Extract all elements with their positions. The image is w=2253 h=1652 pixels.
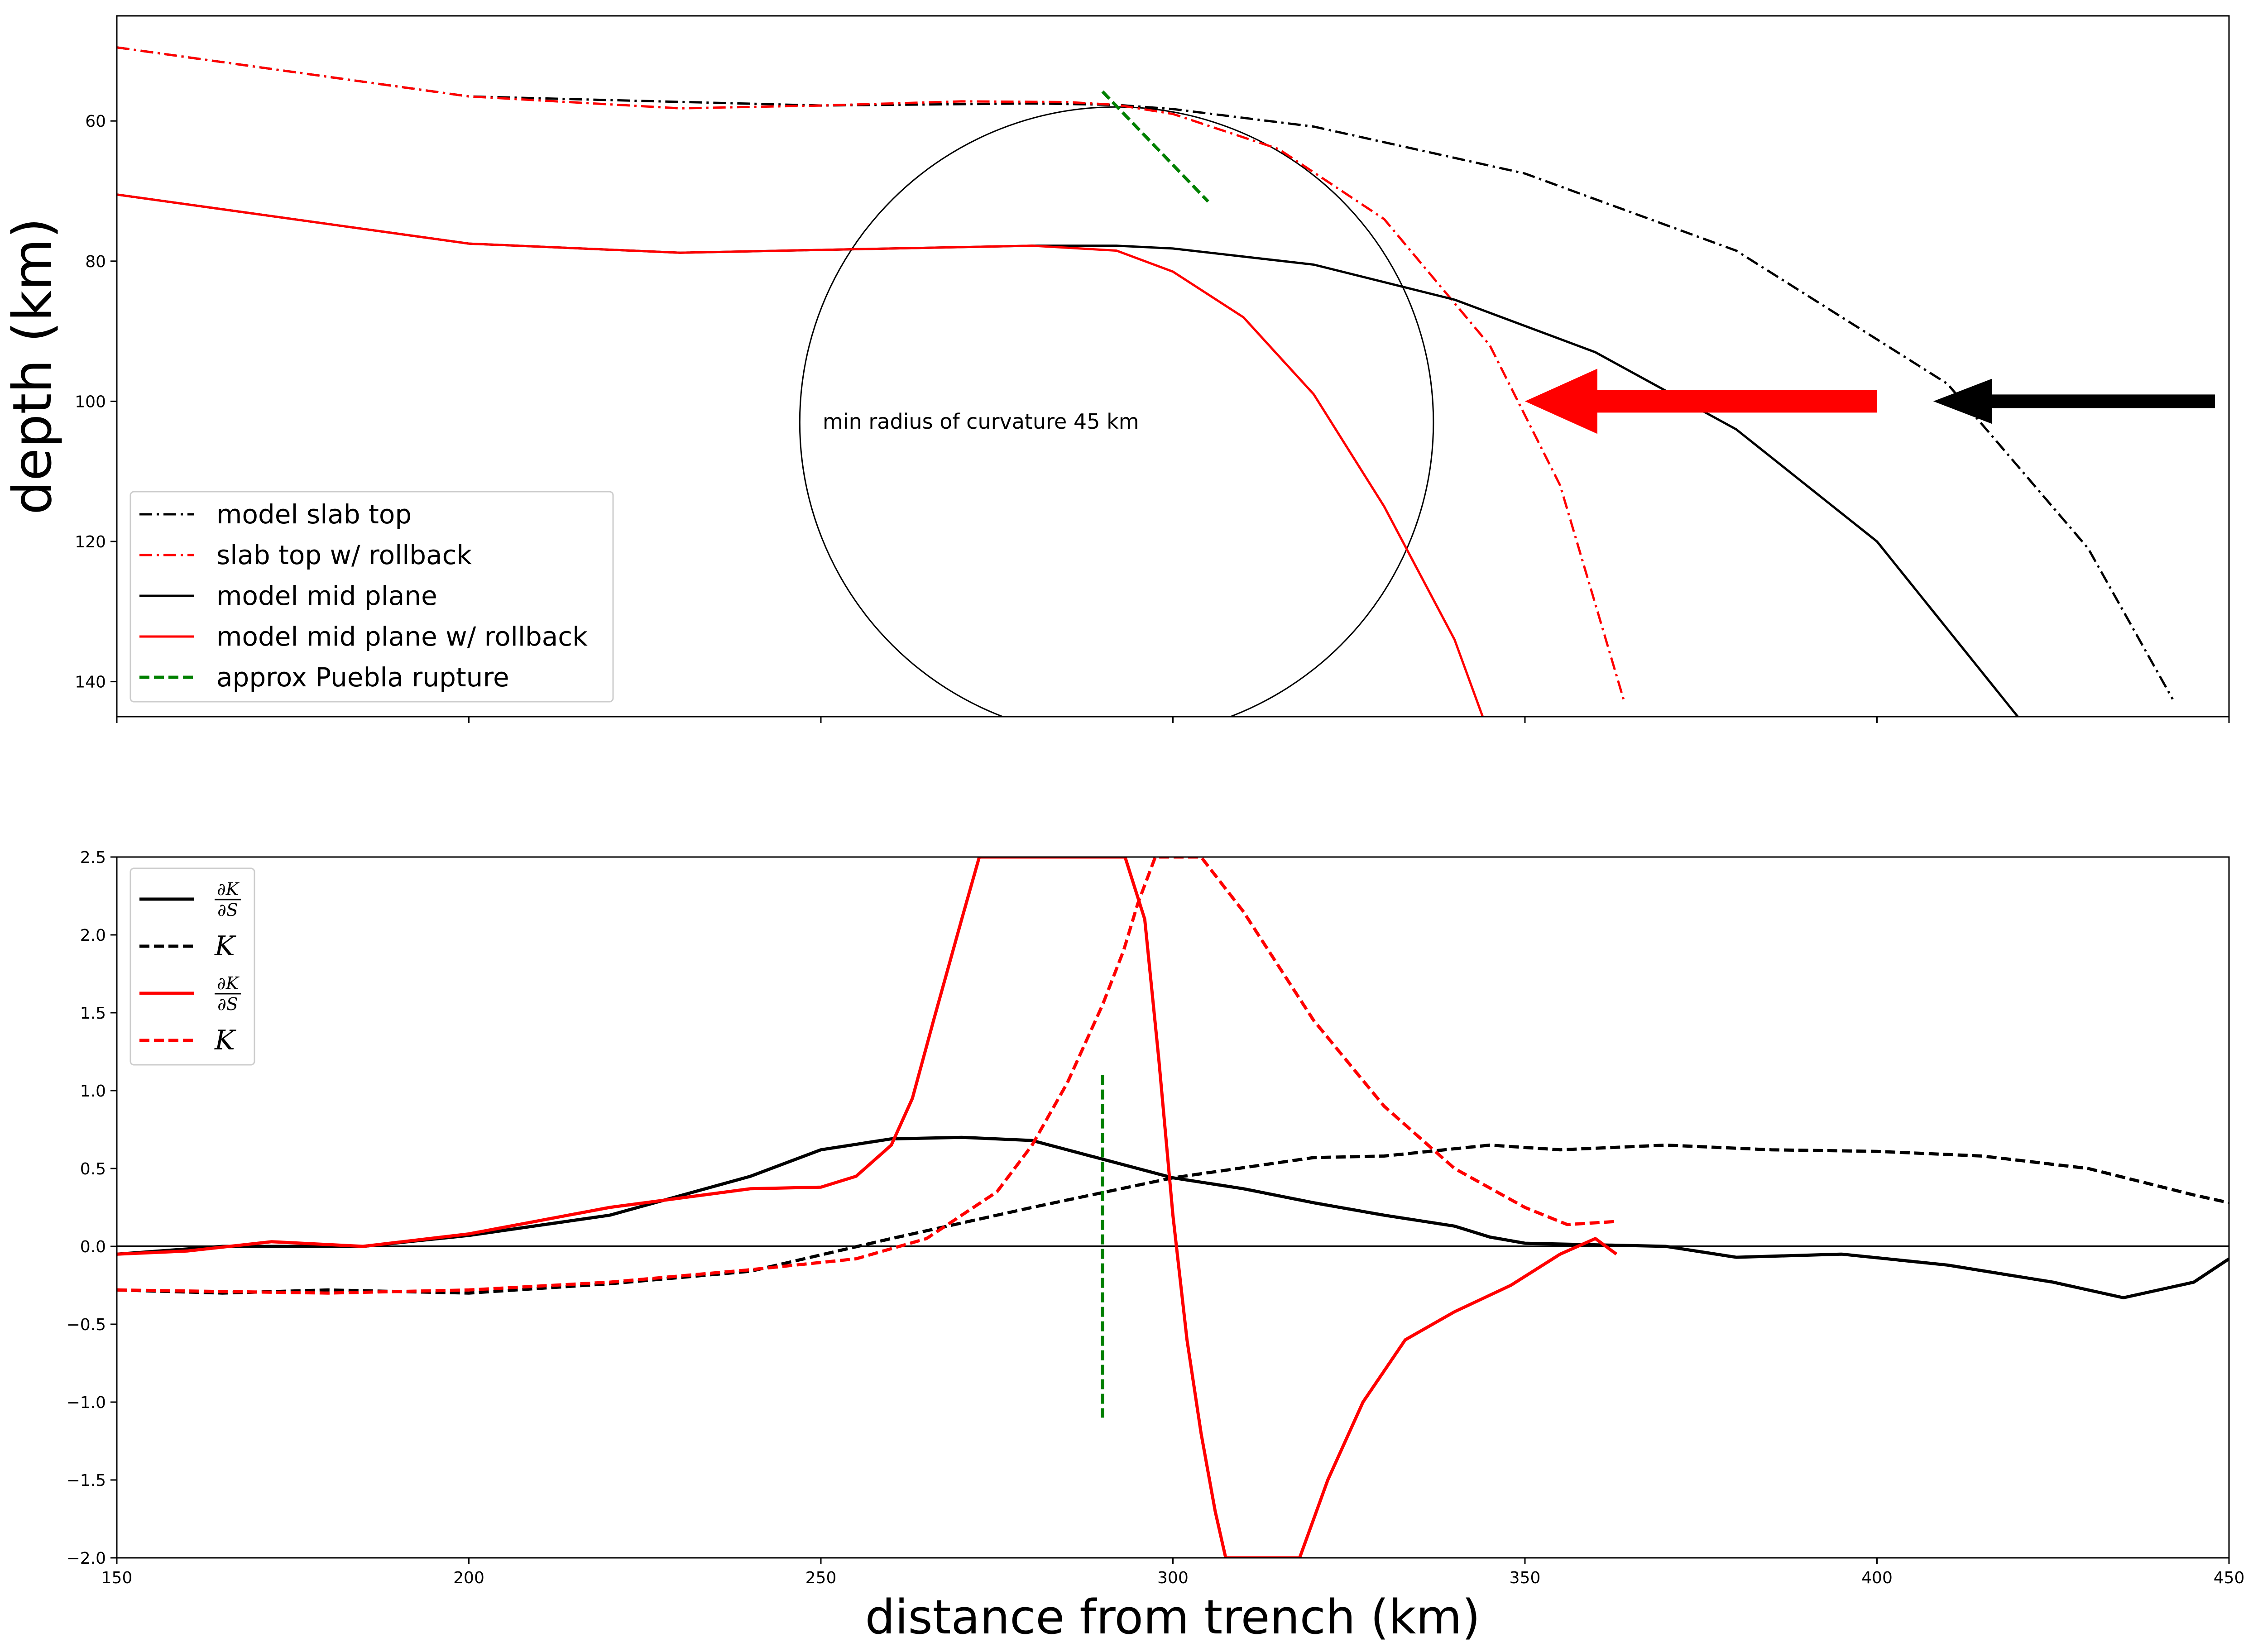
bottom-x-tick-label: 200 [453,1569,484,1587]
series-k-1 [117,1143,2229,1295]
arrow-red [1525,369,1877,434]
bottom-x-tick-label: 150 [101,1569,133,1587]
bottom-panel: −2.0 −1.5 −1.0 −0.5 0.0 0.5 1.0 1.5 2.0 2.5 150 200… [67,848,2245,1645]
bottom-panel-frame [116,856,2230,1559]
top-y-tick-label: 80 [85,253,106,271]
bottom-x-axis-title: distance from trench (km) [865,1590,1481,1645]
top-y-tick-label: 120 [75,533,106,551]
bottom-panel-plot-area [117,857,2229,1558]
top-y-tick-label: 140 [75,673,106,692]
top-y-axis-title: depth (km) [1,218,63,515]
bottom-x-tick-label: 450 [2214,1569,2245,1587]
top-panel-frame [116,15,2230,718]
series-approx-puebla-rupture-4 [1101,90,1209,203]
bottom-legend: ∂K ∂S K ∂K ∂S K [129,867,255,1066]
top-panel-ticks: 60 80 100 120 140 [75,112,2230,723]
legend-label-dkds-black: ∂K ∂S [215,879,241,920]
top-legend: model slab top slab top w/ rollback mode… [129,491,614,703]
annotation-curvature: min radius of curvature 45 km [823,409,1139,434]
bottom-y-tick-label: −2.0 [67,1549,106,1568]
legend-label-k-red: K [214,1025,236,1056]
bottom-y-tick-label: 2.5 [80,848,106,867]
bottom-x-tick-label: 350 [1510,1569,1541,1587]
legend-label-k-black: K [214,930,236,962]
legend-label-puebla-rupture: approx Puebla rupture [216,662,509,693]
svg-text:∂K: ∂K [217,879,240,899]
bottom-y-tick-label: 0.0 [80,1238,106,1256]
bottom-x-tick-label: 250 [805,1569,837,1587]
bottom-y-tick-label: −1.5 [67,1471,106,1490]
svg-text:∂K: ∂K [217,973,240,993]
top-legend-box [129,491,614,703]
bottom-x-tick-label: 300 [1157,1569,1189,1587]
top-panel-plot-area: min radius of curvature 45 km [117,46,2215,717]
bottom-y-tick-label: 1.0 [80,1082,106,1101]
legend-label-dkds-red: ∂K ∂S [215,973,241,1014]
bottom-x-tick-label: 400 [1861,1569,1893,1587]
bottom-y-tick-label: −1.0 [67,1393,106,1412]
bottom-y-tick-label: −0.5 [67,1316,106,1334]
svg-text:∂S: ∂S [217,900,238,920]
bottom-y-tick-label: 1.5 [80,1004,106,1023]
legend-label-model-mid-plane: model mid plane [216,580,437,611]
svg-text:∂S: ∂S [217,994,238,1014]
series-k-s-2 [117,857,1618,1558]
series-model-mid-plane-w-rollback-3 [117,193,1484,717]
legend-label-slab-top-rollback: slab top w/ rollback [216,540,472,570]
bottom-y-tick-label: 2.0 [80,926,106,945]
legend-label-model-slab-top: model slab top [216,499,412,530]
bottom-panel-ticks: −2.0 −1.5 −1.0 −0.5 0.0 0.5 1.0 1.5 2.0 2.5 150 200… [67,848,2245,1587]
legend-label-mid-plane-rollback: model mid plane w/ rollback [216,621,588,652]
top-panel: min radius of curvature 45 km 60 80 100 120… [1,15,2230,723]
top-y-tick-label: 60 [85,112,106,131]
top-y-tick-label: 100 [75,393,106,411]
series-k-3 [117,857,1617,1295]
arrow-black [1933,378,2215,424]
bottom-y-tick-label: 0.5 [80,1160,106,1178]
bottom-legend-box [129,867,255,1066]
